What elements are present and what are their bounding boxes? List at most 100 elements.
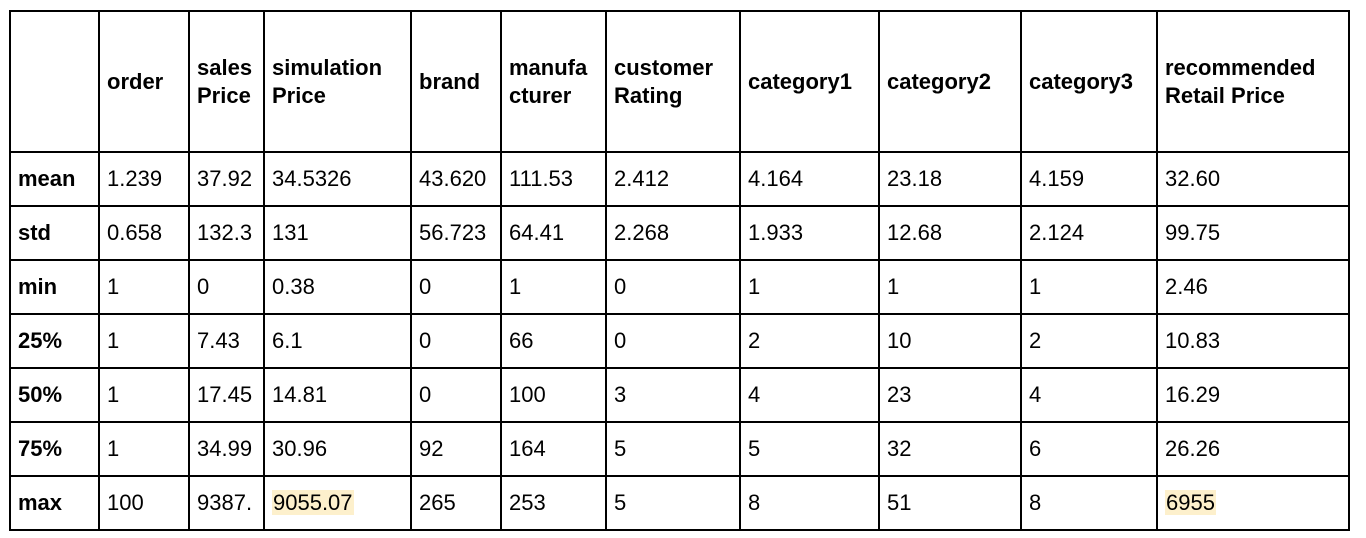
table-cell: 9387. [188, 475, 265, 531]
table-cell: 0 [410, 313, 502, 369]
table-cell: 8 [1020, 475, 1158, 531]
describe-stats-table: order sales Price simulation Price brand… [9, 10, 1350, 531]
table-cell: 100 [98, 475, 190, 531]
table-cell: 12.68 [878, 205, 1022, 261]
table-cell: 2 [1020, 313, 1158, 369]
table-cell: 66 [500, 313, 607, 369]
table-cell: 2.268 [605, 205, 741, 261]
column-header-corner [9, 10, 100, 153]
table-cell: 2 [739, 313, 880, 369]
table-cell: 0 [410, 367, 502, 423]
table-cell: 3 [605, 367, 741, 423]
table-cell: 5 [739, 421, 880, 477]
table-row-max: max 100 9387. 9055.07 265 253 5 8 51 8 6… [9, 475, 1350, 531]
table-cell: 5 [605, 475, 741, 531]
table-cell: 0 [605, 259, 741, 315]
table-cell: 2.46 [1156, 259, 1350, 315]
table-cell: 1.239 [98, 151, 190, 207]
table-cell: 51 [878, 475, 1022, 531]
column-header-customer-rating: customer Rating [605, 10, 741, 153]
table-cell: 6.1 [263, 313, 412, 369]
table-cell: 1 [1020, 259, 1158, 315]
highlighted-value: 9055.07 [272, 490, 354, 515]
table-cell: 1 [98, 313, 190, 369]
highlighted-value: 6955 [1165, 490, 1216, 515]
table-cell: 6 [1020, 421, 1158, 477]
column-header-simulation-price: simulation Price [263, 10, 412, 153]
table-cell: 10 [878, 313, 1022, 369]
table-cell: 4.164 [739, 151, 880, 207]
table-cell: 1 [98, 421, 190, 477]
table-row-25pct: 25% 1 7.43 6.1 0 66 0 2 10 2 10.83 [9, 313, 1350, 369]
table-cell: 1 [98, 367, 190, 423]
table-cell: 100 [500, 367, 607, 423]
table-cell: 1 [739, 259, 880, 315]
table-cell: 34.5326 [263, 151, 412, 207]
table-cell: 2.124 [1020, 205, 1158, 261]
table-cell: 14.81 [263, 367, 412, 423]
table-cell: 164 [500, 421, 607, 477]
table-cell: 5 [605, 421, 741, 477]
table-cell: 4.159 [1020, 151, 1158, 207]
column-header-sales-price: sales Price [188, 10, 265, 153]
table-cell: 1 [878, 259, 1022, 315]
table-cell: 1 [500, 259, 607, 315]
table-cell: 0 [605, 313, 741, 369]
row-label: 50% [9, 367, 100, 423]
table-cell: 26.26 [1156, 421, 1350, 477]
table-cell: 30.96 [263, 421, 412, 477]
table-cell: 8 [739, 475, 880, 531]
table-cell: 1 [98, 259, 190, 315]
table-cell: 23 [878, 367, 1022, 423]
row-label: mean [9, 151, 100, 207]
table-cell: 32.60 [1156, 151, 1350, 207]
header-row: order sales Price simulation Price brand… [9, 10, 1350, 153]
table-cell: 17.45 [188, 367, 265, 423]
row-label: min [9, 259, 100, 315]
table-cell: 0.38 [263, 259, 412, 315]
table-cell: 265 [410, 475, 502, 531]
column-header-brand: brand [410, 10, 502, 153]
table-cell: 0.658 [98, 205, 190, 261]
table-cell: 32 [878, 421, 1022, 477]
row-label: std [9, 205, 100, 261]
table-cell: 23.18 [878, 151, 1022, 207]
column-header-recommended-retail-price: recommended Retail Price [1156, 10, 1350, 153]
table-row-min: min 1 0 0.38 0 1 0 1 1 1 2.46 [9, 259, 1350, 315]
table-cell: 56.723 [410, 205, 502, 261]
table-cell: 34.99 [188, 421, 265, 477]
column-header-category3: category3 [1020, 10, 1158, 153]
table-cell: 0 [410, 259, 502, 315]
row-label: 25% [9, 313, 100, 369]
row-label: max [9, 475, 100, 531]
table-cell: 43.620 [410, 151, 502, 207]
table-cell: 7.43 [188, 313, 265, 369]
table-cell: 2.412 [605, 151, 741, 207]
table-row-mean: mean 1.239 37.92 34.5326 43.620 111.53 2… [9, 151, 1350, 207]
table-cell: 92 [410, 421, 502, 477]
table-cell: 132.3 [188, 205, 265, 261]
table-cell: 4 [739, 367, 880, 423]
table-cell: 16.29 [1156, 367, 1350, 423]
table-cell: 6955 [1156, 475, 1350, 531]
column-header-category2: category2 [878, 10, 1022, 153]
table-row-75pct: 75% 1 34.99 30.96 92 164 5 5 32 6 26.26 [9, 421, 1350, 477]
table-cell: 10.83 [1156, 313, 1350, 369]
table-cell: 0 [188, 259, 265, 315]
table-cell: 99.75 [1156, 205, 1350, 261]
column-header-order: order [98, 10, 190, 153]
column-header-category1: category1 [739, 10, 880, 153]
table-cell: 4 [1020, 367, 1158, 423]
table-cell: 1.933 [739, 205, 880, 261]
table-cell: 111.53 [500, 151, 607, 207]
row-label: 75% [9, 421, 100, 477]
table-cell: 37.92 [188, 151, 265, 207]
table-cell: 131 [263, 205, 412, 261]
table-cell: 9055.07 [263, 475, 412, 531]
table-cell: 64.41 [500, 205, 607, 261]
table-row-std: std 0.658 132.3 131 56.723 64.41 2.268 1… [9, 205, 1350, 261]
table-cell: 253 [500, 475, 607, 531]
column-header-manufacturer: manufa cturer [500, 10, 607, 153]
table-row-50pct: 50% 1 17.45 14.81 0 100 3 4 23 4 16.29 [9, 367, 1350, 423]
